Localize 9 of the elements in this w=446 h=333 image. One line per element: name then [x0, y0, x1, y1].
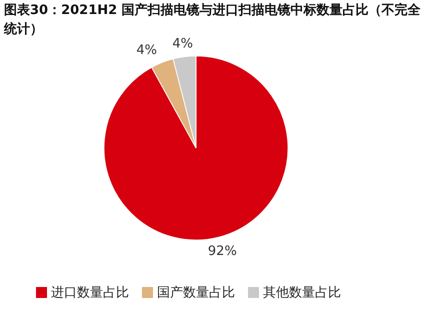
data-label: 4%	[136, 42, 157, 58]
pie-slice	[151, 58, 196, 148]
legend-label: 进口数量占比	[51, 286, 129, 301]
chart-title: 图表30：2021H2 国产扫描电镜与进口扫描电镜中标数量占比（不完全统计）	[3, 2, 422, 37]
legend-label: 其他数量占比	[263, 286, 341, 301]
pie-slice	[104, 56, 288, 240]
data-label: 4%	[172, 36, 194, 52]
legend-label: 国产数量占比	[157, 286, 235, 301]
data-label: 92%	[208, 244, 237, 260]
